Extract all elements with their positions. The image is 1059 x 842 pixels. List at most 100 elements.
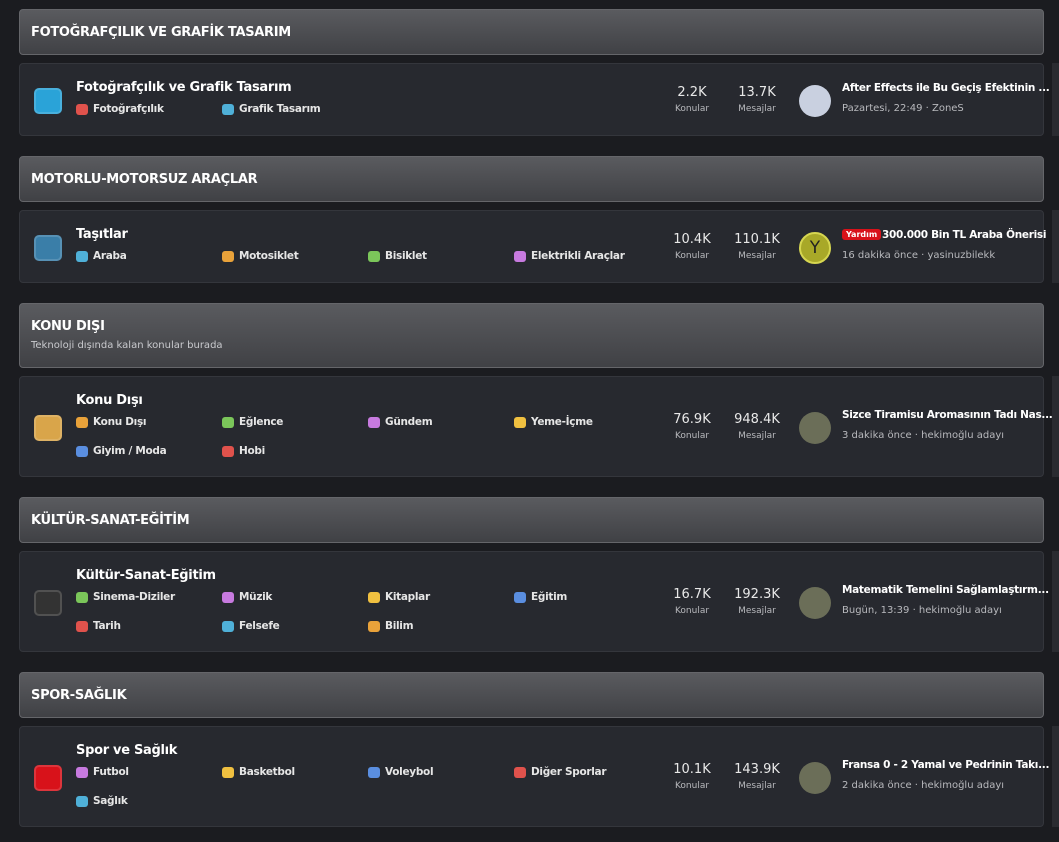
subforum-icon <box>368 592 380 603</box>
last-post-title[interactable]: After Effects ile Bu Geçiş Efektinin ... <box>842 81 1050 94</box>
last-post-meta[interactable]: Bugün, 13:39 · hekimoğlu adayı <box>842 604 1002 616</box>
subforum-icon <box>514 767 526 778</box>
stat-label: Mesajlar <box>738 780 776 791</box>
category-title[interactable]: FOTOĞRAFÇILIK VE GRAFİK TASARIM <box>31 25 291 40</box>
subforum-link[interactable]: Kitaplar <box>385 591 430 603</box>
subforum-icon <box>76 417 88 428</box>
subforum-icon <box>222 621 234 632</box>
forum-title[interactable]: Kültür-Sanat-Eğitim <box>76 568 216 583</box>
forum-icon <box>34 589 62 616</box>
forum-row: Taşıtlar Araba Motosiklet Bisiklet Elektrikl… <box>19 210 1047 283</box>
stat-label: Mesajlar <box>738 250 776 261</box>
subforum-link[interactable]: Diğer Sporlar <box>531 766 607 778</box>
subforum-link[interactable]: Sağlık <box>93 795 128 807</box>
subforum-link[interactable]: Felsefe <box>239 620 280 632</box>
user-avatar[interactable] <box>799 586 831 619</box>
subforum-icon <box>222 417 234 428</box>
forum-icon <box>34 87 62 114</box>
subforum-icon <box>222 104 234 115</box>
subforum-icon <box>76 767 88 778</box>
subforum-link[interactable]: Sinema-Diziler <box>93 591 175 603</box>
stat-value: 110.1K <box>734 231 780 247</box>
stat-label: Konular <box>674 250 710 261</box>
last-post-title[interactable]: Matematik Temelini Sağlamlaştırm... <box>842 583 1049 596</box>
forum-row: Kültür-Sanat-Eğitim Sinema-Diziler Müzik Ki… <box>19 551 1049 652</box>
last-post-title[interactable]: Sizce Tiramisu Aromasının Tadı Nas... <box>842 408 1053 421</box>
last-post-meta[interactable]: Pazartesi, 22:49 · ZoneS <box>842 102 964 114</box>
subforum-link[interactable]: Hobi <box>239 445 265 457</box>
forum-row: Fotoğrafçılık ve Grafik Tasarım Fotoğrafç… <box>19 63 1050 136</box>
forum-title[interactable]: Spor ve Sağlık <box>76 743 178 758</box>
subforum-icon <box>222 446 234 457</box>
subforum-icon <box>76 104 88 115</box>
subforum-link[interactable]: Gündem <box>385 416 433 428</box>
stat-value: 76.9K <box>673 411 711 427</box>
forum-row: Spor ve Sağlık Futbol Basketbol Voleybol Diğ… <box>19 726 1049 827</box>
avatar-letter: Y <box>809 237 821 258</box>
forum-title[interactable]: Konu Dışı <box>76 393 143 408</box>
scrollbar-track <box>1052 210 1059 283</box>
stat-label: Konular <box>674 780 710 791</box>
scrollbar-track <box>1052 376 1059 477</box>
stat-value: 10.1K <box>673 761 711 777</box>
subforum-link[interactable]: Bisiklet <box>385 250 427 262</box>
user-avatar[interactable] <box>799 84 831 117</box>
subforum-icon <box>222 592 234 603</box>
subforum-link[interactable]: Bilim <box>385 620 414 632</box>
subforum-icon <box>368 767 380 778</box>
subforum-link[interactable]: Yeme-İçme <box>531 416 593 428</box>
subforum-link[interactable]: Elektrikli Araçlar <box>531 250 625 262</box>
subforum-link[interactable]: Basketbol <box>239 766 295 778</box>
subforum-link[interactable]: Müzik <box>239 591 273 603</box>
stat-value: 10.4K <box>673 231 711 247</box>
stat-label: Konular <box>674 605 710 616</box>
subforum-link[interactable]: Giyim / Moda <box>93 445 167 457</box>
subforum-link[interactable]: Tarih <box>93 620 121 632</box>
forum-icon <box>34 764 62 791</box>
category-title[interactable]: KÜLTÜR-SANAT-EĞİTİM <box>31 513 190 528</box>
forum-icon <box>34 414 62 441</box>
forum-title[interactable]: Fotoğrafçılık ve Grafik Tasarım <box>76 80 292 95</box>
forum-title[interactable]: Taşıtlar <box>76 227 128 242</box>
subforum-icon <box>76 796 88 807</box>
stat-label: Mesajlar <box>738 103 776 114</box>
subforum-icon <box>76 621 88 632</box>
stat-label: Konular <box>674 430 710 441</box>
stat-label: Mesajlar <box>738 430 776 441</box>
stat-value: 143.9K <box>734 761 780 777</box>
last-post-title[interactable]: Fransa 0 - 2 Yamal ve Pedrinin Takı... <box>842 758 1050 771</box>
subforum-link[interactable]: Futbol <box>93 766 129 778</box>
category-title[interactable]: SPOR-SAĞLIK <box>31 688 127 703</box>
subforum-link[interactable]: Araba <box>93 250 127 262</box>
category-title[interactable]: MOTORLU-MOTORSUZ ARAÇLAR <box>31 172 258 187</box>
last-post-meta[interactable]: 16 dakika önce · yasinuzbilekk <box>842 249 996 261</box>
subforum-link[interactable]: Eğitim <box>531 591 568 603</box>
user-avatar[interactable] <box>799 761 831 794</box>
subforum-link[interactable]: Grafik Tasarım <box>239 103 321 115</box>
category-title[interactable]: KONU DIŞI <box>31 319 105 334</box>
last-post-meta[interactable]: 3 dakika önce · hekimoğlu adayı <box>842 429 1005 441</box>
stat-label: Mesajlar <box>738 605 776 616</box>
subforum-icon <box>368 417 380 428</box>
forum-row: Konu Dışı Konu Dışı Eğlence Gündem Yeme-İçme… <box>19 376 1053 477</box>
category-header: KONU DIŞI Teknoloji dışında kalan konular… <box>19 303 1044 368</box>
category-header: MOTORLU-MOTORSUZ ARAÇLAR <box>19 156 1044 202</box>
user-avatar[interactable] <box>799 411 831 444</box>
last-post-title[interactable]: 300.000 Bin TL Araba Önerisi <box>882 228 1047 241</box>
subforum-icon <box>76 592 88 603</box>
forum-icon <box>34 234 62 261</box>
thread-prefix: Yardım <box>842 228 882 240</box>
last-post-meta[interactable]: 2 dakika önce · hekimoğlu adayı <box>842 779 1005 791</box>
stat-label: Konular <box>674 103 710 114</box>
user-avatar[interactable]: Y <box>799 231 831 264</box>
subforum-link[interactable]: Voleybol <box>385 766 434 778</box>
subforum-link[interactable]: Eğlence <box>239 416 284 428</box>
category-header: KÜLTÜR-SANAT-EĞİTİM <box>19 497 1044 543</box>
subforum-link[interactable]: Motosiklet <box>239 250 299 262</box>
subforum-link[interactable]: Konu Dışı <box>93 416 147 428</box>
category-header: FOTOĞRAFÇILIK VE GRAFİK TASARIM <box>19 9 1044 55</box>
subforum-link[interactable]: Fotoğrafçılık <box>93 103 164 115</box>
subforum-icon <box>514 592 526 603</box>
scrollbar-track <box>1052 726 1059 827</box>
